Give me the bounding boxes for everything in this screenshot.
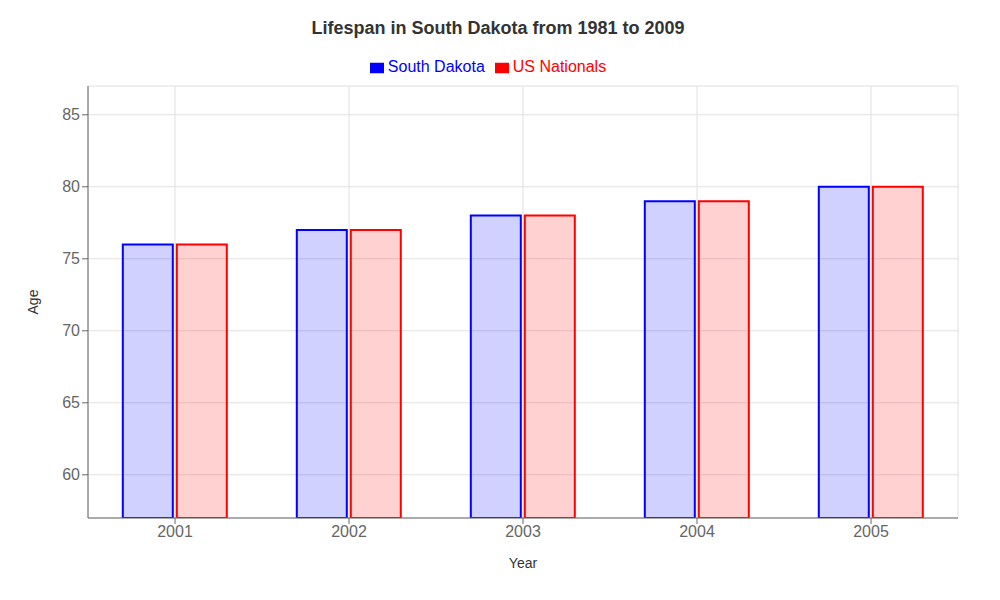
svg-text:85: 85	[62, 106, 80, 123]
svg-text:80: 80	[62, 178, 80, 195]
svg-text:75: 75	[62, 250, 80, 267]
svg-text:70: 70	[62, 322, 80, 339]
svg-text:2001: 2001	[157, 523, 193, 540]
svg-text:2003: 2003	[505, 523, 541, 540]
svg-text:Age: Age	[25, 289, 41, 314]
svg-text:Year: Year	[509, 555, 538, 571]
html-text:Lifespan in South Dakota from: Lifespan in South Dakota from 1981 to 20…	[311, 18, 685, 38]
svg-text:60: 60	[62, 466, 80, 483]
svg-text:65: 65	[62, 394, 80, 411]
html-text:US Nationals: US Nationals	[512, 58, 607, 75]
svg-text:2005: 2005	[853, 523, 889, 540]
html-text:South Dakota: South Dakota	[387, 58, 485, 75]
svg-text:2002: 2002	[331, 523, 367, 540]
svg-text:2004: 2004	[679, 523, 715, 540]
